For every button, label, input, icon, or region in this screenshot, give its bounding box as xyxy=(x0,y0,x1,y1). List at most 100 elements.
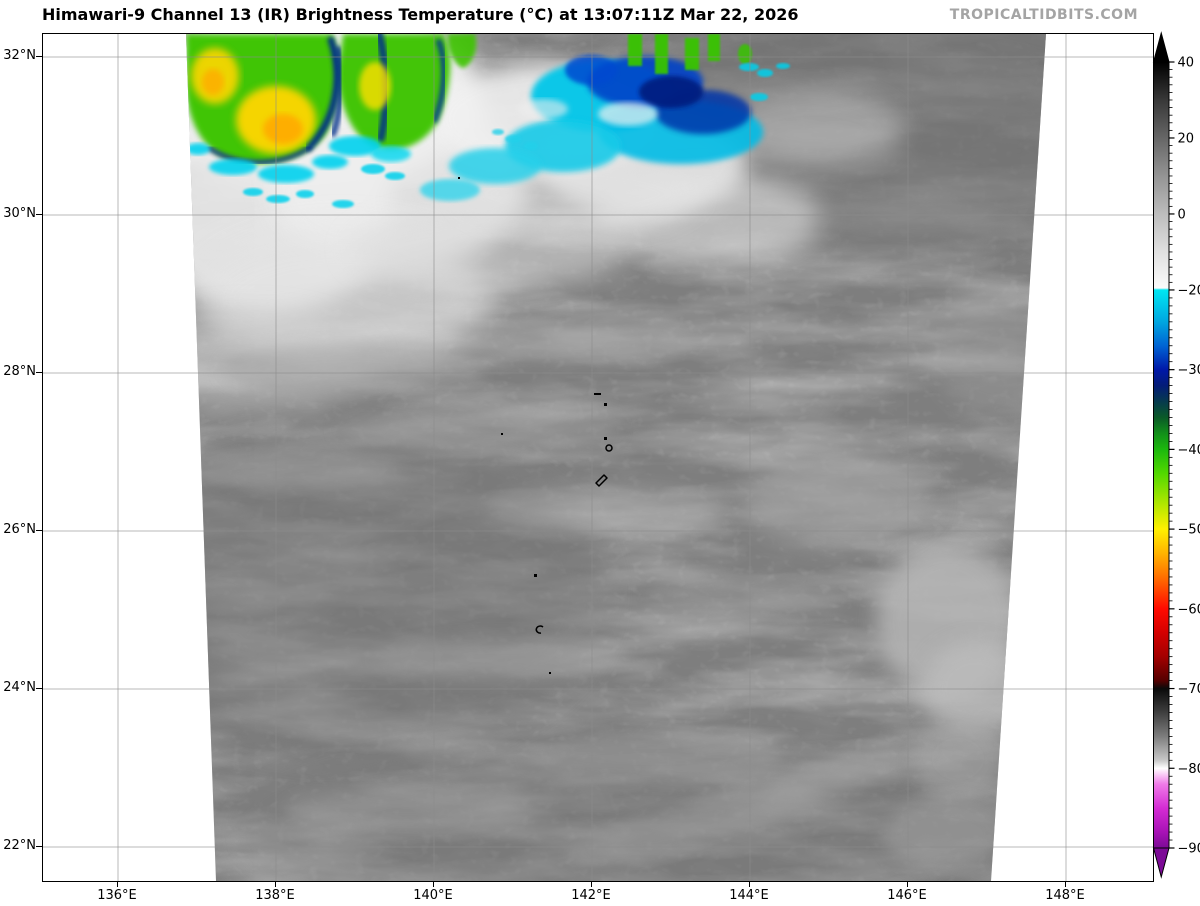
cloud-feature xyxy=(283,787,523,831)
data-swath xyxy=(186,34,1046,881)
lon-tick-label: 144°E xyxy=(729,888,769,903)
colorbar-tick-label: −20 xyxy=(1178,283,1200,298)
cloud-feature xyxy=(385,172,405,180)
cloud-feature xyxy=(371,146,411,162)
cloud-feature xyxy=(338,407,618,451)
cloud-feature xyxy=(488,484,728,534)
lat-tick-mark xyxy=(36,530,42,531)
lon-tick-label: 136°E xyxy=(97,888,137,903)
island-mark xyxy=(501,433,503,435)
cloud-feature xyxy=(338,34,451,150)
cloud-feature xyxy=(329,136,381,156)
cloud-feature xyxy=(296,190,314,198)
cloud-feature xyxy=(808,201,998,237)
colorbar-tick-label: 40 xyxy=(1178,56,1195,71)
island-mark xyxy=(595,474,608,487)
cloud-feature xyxy=(243,188,263,196)
lat-tick-label: 30°N xyxy=(3,206,36,221)
island-mark xyxy=(604,403,607,406)
cloud-feature xyxy=(505,135,521,143)
figure-title: Himawari-9 Channel 13 (IR) Brightness Te… xyxy=(42,5,799,24)
cloud-feature xyxy=(432,39,447,123)
cloud-feature xyxy=(776,63,790,69)
cloud-feature xyxy=(223,343,483,395)
colorbar-tick-label: −40 xyxy=(1178,443,1200,458)
cloud-feature xyxy=(655,34,668,74)
lon-tick-label: 138°E xyxy=(255,888,295,903)
colorbar-tick-label: −90 xyxy=(1178,842,1200,857)
graticule xyxy=(43,34,1153,881)
island-mark xyxy=(535,625,544,634)
lon-tick-label: 142°E xyxy=(571,888,611,903)
cloud-feature xyxy=(373,637,623,681)
cloud-features xyxy=(186,34,1046,881)
cloud-feature xyxy=(420,179,480,201)
lon-tick-label: 146°E xyxy=(887,888,927,903)
lat-tick-mark xyxy=(36,372,42,373)
lat-tick-label: 22°N xyxy=(3,838,36,853)
lon-tick-mark xyxy=(117,881,118,887)
cloud-feature xyxy=(305,36,341,152)
colorbar-arrow-top xyxy=(1152,31,1170,63)
lon-tick-mark xyxy=(275,881,276,887)
cloud-feature xyxy=(913,719,1003,799)
colorbar-gradient xyxy=(1153,61,1170,849)
watermark: TROPICALTIDBITS.COM xyxy=(949,7,1138,23)
cloud-feature xyxy=(202,69,224,95)
cloud-feature xyxy=(758,739,928,809)
island-outlines xyxy=(458,177,613,674)
lon-tick-mark xyxy=(433,881,434,887)
colorbar-tick-label: −60 xyxy=(1178,602,1200,617)
cloud-feature xyxy=(458,317,688,361)
cloud-feature xyxy=(708,34,720,61)
colorbar-tick-label: −50 xyxy=(1178,523,1200,538)
cloud-feature xyxy=(523,735,783,783)
cloud-feature xyxy=(739,63,759,71)
cloud-feature xyxy=(598,102,658,126)
lat-tick-mark xyxy=(36,214,42,215)
lat-tick-label: 28°N xyxy=(3,364,36,379)
lon-tick-mark xyxy=(591,881,592,887)
colorbar-tick-label: −80 xyxy=(1178,762,1200,777)
cloud-feature xyxy=(524,142,538,150)
cloud-feature xyxy=(263,114,303,144)
island-mark xyxy=(605,444,613,452)
cloud-feature xyxy=(312,155,348,169)
cloud-feature xyxy=(567,785,819,863)
colorbar-tick-label: 0 xyxy=(1178,207,1186,222)
lon-tick-mark xyxy=(1065,881,1066,887)
lat-tick-label: 26°N xyxy=(3,522,36,537)
cloud-feature xyxy=(933,294,1046,414)
cloud-feature xyxy=(359,62,391,110)
cloud-feature xyxy=(193,449,403,489)
lon-tick-mark xyxy=(749,881,750,887)
cloud-feature xyxy=(565,55,617,85)
island-mark xyxy=(534,574,537,577)
lat-tick-label: 24°N xyxy=(3,680,36,695)
cloud-feature xyxy=(361,164,385,174)
lat-tick-mark xyxy=(36,846,42,847)
colorbar-tick-label: −30 xyxy=(1178,363,1200,378)
cloud-feature xyxy=(757,69,773,77)
island-mark xyxy=(549,672,551,674)
cloud-feature xyxy=(447,34,477,68)
lon-tick-mark xyxy=(907,881,908,887)
cloud-feature xyxy=(639,76,703,108)
island-mark xyxy=(594,393,601,395)
colorbar-tick-label: 20 xyxy=(1178,131,1195,146)
cloud-feature xyxy=(723,89,903,169)
cloud-feature xyxy=(449,148,541,184)
cloud-feature xyxy=(258,165,314,183)
cloud-feature xyxy=(750,93,768,101)
cloud-feature xyxy=(492,129,504,135)
lat-tick-mark xyxy=(36,56,42,57)
cloud-feature xyxy=(685,38,699,70)
cloud-feature xyxy=(206,145,312,165)
map-plot xyxy=(42,33,1154,882)
satellite-image xyxy=(43,34,1153,881)
lat-tick-label: 32°N xyxy=(3,48,36,63)
cloud-feature xyxy=(643,579,843,619)
cloud-feature xyxy=(518,99,568,119)
lon-tick-label: 148°E xyxy=(1045,888,1085,903)
